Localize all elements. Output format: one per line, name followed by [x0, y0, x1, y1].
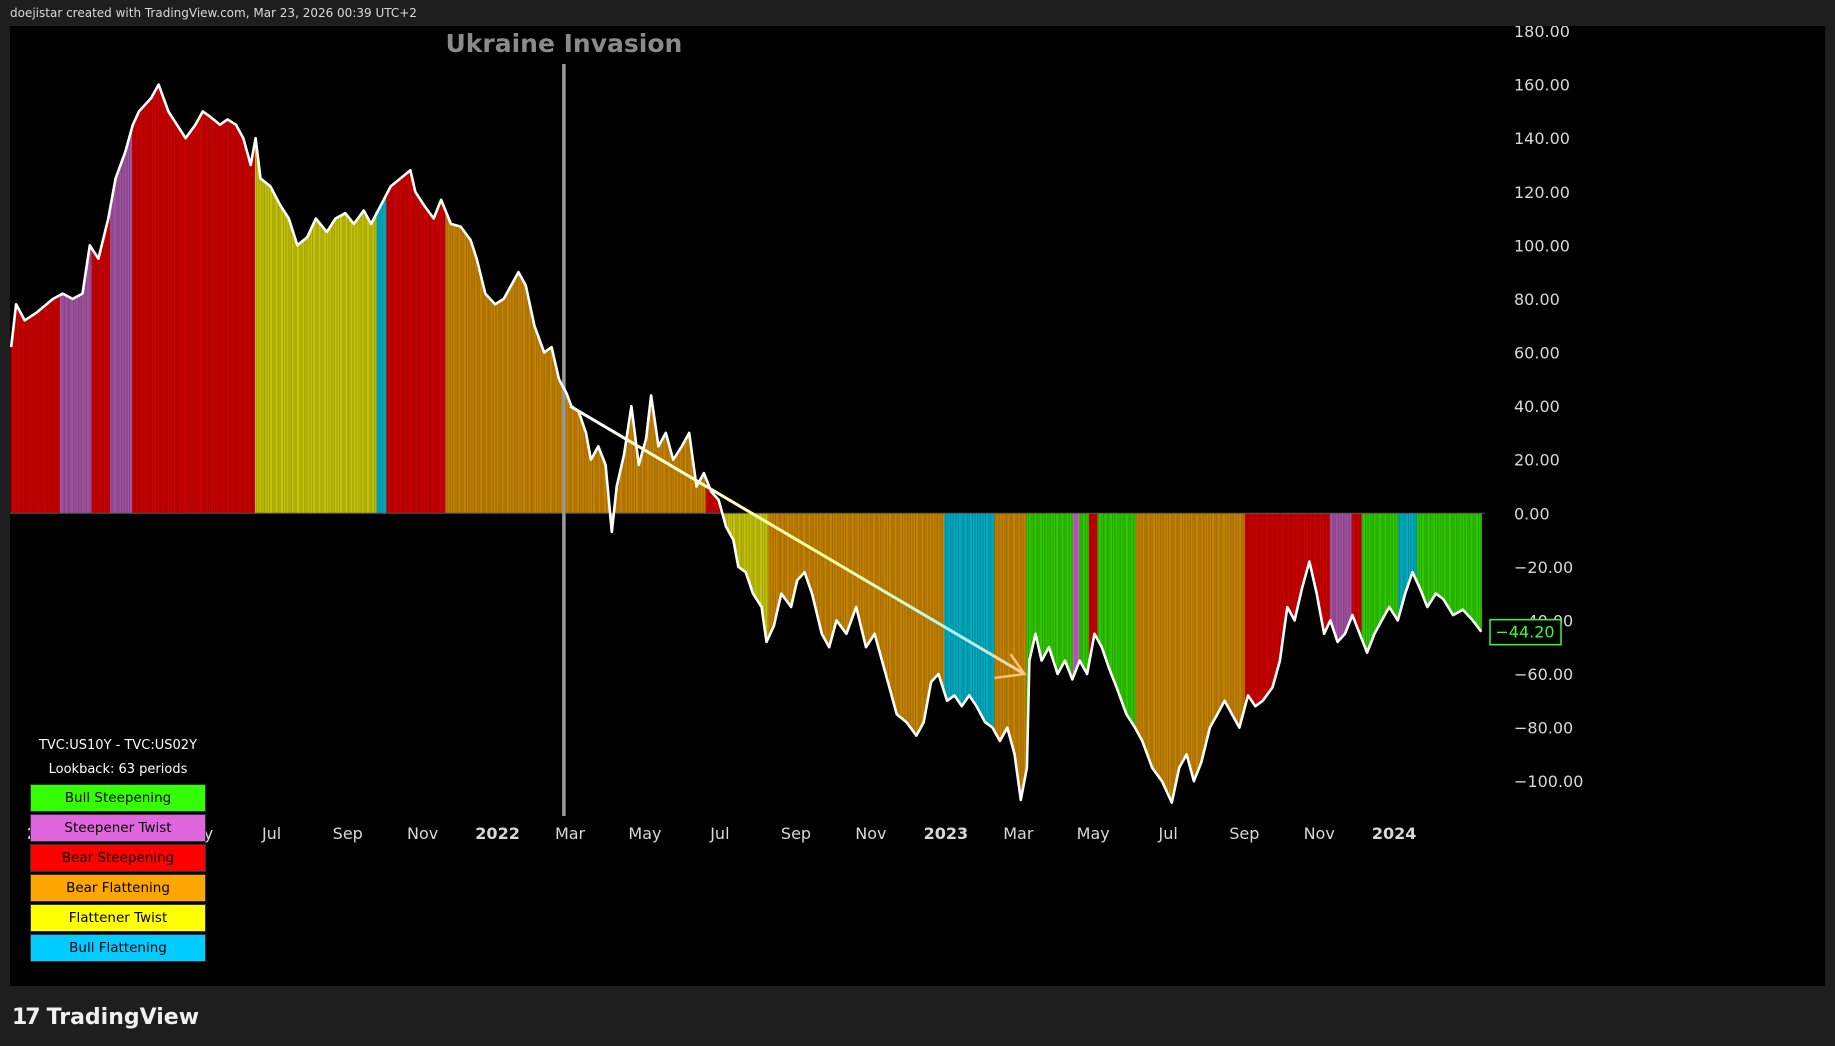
last-value-label: −44.20 [1495, 623, 1554, 642]
y-tick-label: 180.00 [1514, 26, 1570, 41]
trend-arrow-head [994, 653, 1027, 680]
x-tick-label: 2022 [475, 824, 520, 843]
legend-item-bull-flattening: Bull Flattening [30, 934, 206, 962]
x-tick-label: Nov [855, 824, 886, 843]
y-tick-label: −60.00 [1514, 665, 1573, 684]
event-annotation: Ukraine Invasion [445, 29, 682, 58]
y-tick-label: −100.00 [1514, 772, 1583, 791]
y-tick-label: −20.00 [1514, 558, 1573, 577]
y-tick-label: 60.00 [1514, 344, 1560, 363]
chart-canvas[interactable]: Ukraine Invasion 180.00 160.00 140.00 120.00… [10, 26, 1825, 986]
y-tick-label: 140.00 [1514, 129, 1570, 148]
y-tick-label: 0.00 [1514, 504, 1550, 523]
x-tick-label: Jul [1157, 824, 1177, 843]
x-tick-label: May [628, 824, 661, 843]
y-tick-label: 40.00 [1514, 397, 1560, 416]
trend-arrow-line [569, 404, 1026, 676]
y-tick-label: 80.00 [1514, 290, 1560, 309]
tradingview-icon: 17 [12, 1005, 41, 1030]
x-tick-label: Sep [1229, 824, 1259, 843]
x-tick-label: Nov [407, 824, 438, 843]
chart-caption: doejistar created with TradingView.com, … [10, 6, 417, 20]
y-tick-label: 20.00 [1514, 451, 1560, 470]
x-tick-label: 2024 [1372, 824, 1417, 843]
x-tick-label: Nov [1304, 824, 1335, 843]
x-tick-label: Jul [261, 824, 281, 843]
x-tick-label: Sep [333, 824, 363, 843]
y-tick-label: 100.00 [1514, 236, 1570, 255]
legend-item-bull-steepening: Bull Steepening [30, 784, 206, 812]
legend-symbol: TVC:US10Y - TVC:US02Y [38, 738, 198, 753]
x-tick-label: Mar [555, 824, 586, 843]
spread-line [10, 83, 1483, 804]
legend-item-bear-flattening: Bear Flattening [30, 874, 206, 902]
y-tick-label: 160.00 [1514, 76, 1570, 95]
x-tick-label: Sep [781, 824, 811, 843]
legend-item-bear-steepening: Bear Steepening [30, 844, 206, 872]
y-tick-label: −80.00 [1514, 719, 1573, 738]
x-tick-label: Mar [1003, 824, 1034, 843]
last-value-badge [1489, 618, 1562, 646]
chart-area[interactable]: Ukraine Invasion 180.00 160.00 140.00 120.00… [10, 26, 1825, 986]
legend-lookback: Lookback: 63 periods [48, 762, 188, 777]
tradingview-logo-text: TradingView [46, 1005, 200, 1030]
time-axis [10, 816, 1825, 986]
legend-item-flattener-twist: Flattener Twist [30, 904, 206, 932]
regime-legend: TVC:US10Y - TVC:US02Y Lookback: 63 perio… [30, 738, 206, 964]
x-tick-label: May [1077, 824, 1110, 843]
x-tick-label: 2023 [924, 824, 969, 843]
legend-item-steepener-twist: Steepener Twist [30, 814, 206, 842]
y-tick-label: 120.00 [1514, 183, 1570, 202]
x-tick-label: Jul [709, 824, 729, 843]
tradingview-logo[interactable]: 17 TradingView [12, 1005, 199, 1030]
